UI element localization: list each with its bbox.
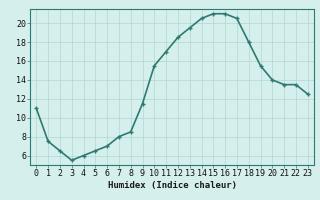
X-axis label: Humidex (Indice chaleur): Humidex (Indice chaleur) bbox=[108, 181, 236, 190]
